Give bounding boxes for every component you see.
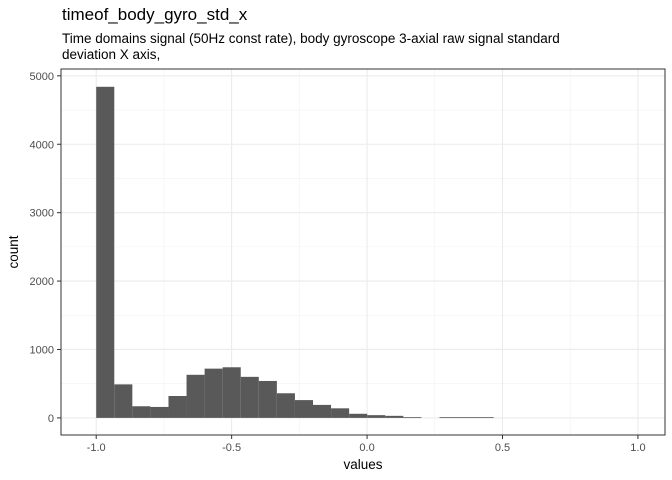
- histogram-bar: [204, 368, 223, 418]
- grid-lines: [61, 69, 665, 435]
- y-axis-title: count: [6, 235, 21, 268]
- histogram-bar: [367, 415, 386, 418]
- y-tick-label: 5000: [30, 71, 54, 83]
- histogram-bar: [276, 393, 295, 418]
- y-tick-label: 3000: [30, 208, 54, 220]
- histogram-bar: [313, 404, 332, 418]
- x-tick-label: 0.5: [495, 442, 510, 454]
- x-tick-label: 0.0: [359, 442, 374, 454]
- y-tick-label: 0: [48, 413, 54, 425]
- histogram-bar: [132, 406, 151, 418]
- chart-subtitle: Time domains signal (50Hz const rate), b…: [62, 31, 560, 62]
- histogram-bar: [349, 413, 368, 418]
- histogram-bar: [439, 417, 458, 419]
- histogram-bar: [258, 380, 277, 418]
- x-tick-label: -0.5: [222, 442, 241, 454]
- histogram-bar: [240, 376, 259, 418]
- histogram-bar: [475, 417, 494, 419]
- y-tick-label: 2000: [30, 276, 54, 288]
- x-tick-label: 1.0: [630, 442, 645, 454]
- histogram-bar: [294, 400, 314, 418]
- panel-background: [61, 69, 665, 435]
- histogram-bar: [385, 415, 404, 418]
- axis-ticks: -1.0 -0.5 0.0 0.5 1.0 0 1000 2000 3000 4000 5000: [30, 71, 646, 454]
- y-tick-label: 1000: [30, 344, 54, 356]
- histogram-bar: [96, 86, 115, 418]
- histogram-bar: [150, 406, 169, 418]
- y-tick-label: 4000: [30, 139, 54, 151]
- histogram-bar: [168, 396, 187, 418]
- panel-border: [60, 68, 666, 436]
- histogram-bar: [222, 367, 241, 418]
- histogram-bar: [331, 408, 350, 418]
- histogram-bar: [114, 384, 133, 418]
- x-tick-label: -1.0: [87, 442, 106, 454]
- x-axis-title: values: [343, 457, 382, 472]
- histogram-bar: [403, 417, 422, 419]
- chart-title: timeof_body_gyro_std_x: [62, 5, 248, 24]
- histogram-bar: [457, 417, 476, 419]
- histogram-bar: [186, 374, 205, 418]
- histogram-bars: [96, 86, 494, 419]
